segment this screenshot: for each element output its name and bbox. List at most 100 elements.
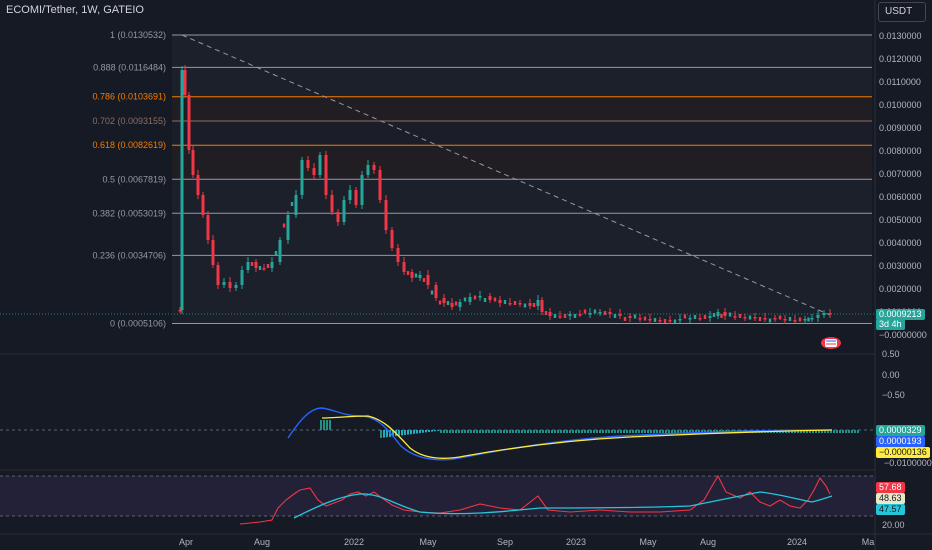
macd-histogram-bar	[671, 430, 673, 433]
macd-histogram-bar	[641, 430, 643, 433]
candle-body	[678, 319, 682, 321]
candle-body	[763, 318, 767, 320]
fibonacci-retracement: 1 (0.0130532) 0.888 (0.0116484) 0.786 (0.0…	[92, 30, 872, 329]
macd-histogram-bar	[686, 430, 688, 433]
candle-body	[723, 312, 727, 316]
macd-histogram-bar	[647, 430, 649, 433]
candle-body	[336, 212, 340, 222]
candle-body	[523, 303, 527, 308]
macd-histogram-bar	[431, 430, 433, 432]
candle-body	[446, 301, 450, 305]
candle-body	[568, 314, 572, 316]
candle-body	[648, 319, 652, 321]
trend-line[interactable]	[181, 34, 831, 316]
macd-histogram-bar	[569, 430, 571, 433]
macd-histogram-bar	[590, 430, 592, 433]
time-tick-label: Aug	[254, 537, 270, 547]
candle-body	[603, 311, 607, 315]
candle-body	[623, 317, 627, 321]
candle-body	[788, 317, 792, 321]
candle-body	[438, 300, 442, 305]
macd-histogram-bar	[428, 430, 430, 432]
macd-histogram-bar	[830, 430, 832, 433]
candle-body	[693, 315, 697, 319]
candle-body	[290, 202, 294, 206]
candle-body	[274, 251, 278, 255]
candle-body	[536, 300, 540, 306]
macd-histogram-bar	[572, 430, 574, 433]
candle-body	[712, 313, 716, 317]
macd-histogram-bar	[500, 430, 502, 433]
price-tick-label: 0.0090000	[879, 123, 922, 133]
candle-body	[613, 314, 617, 318]
signal-line	[321, 415, 833, 460]
macd-histogram-bar	[482, 430, 484, 433]
fib-level-label: 0.382 (0.0053019)	[92, 208, 166, 218]
candle-body	[807, 317, 810, 322]
macd-histogram-bar	[527, 430, 529, 433]
macd-histogram-bar	[575, 430, 577, 433]
macd-histogram-bar	[806, 430, 808, 433]
candle-body	[528, 303, 532, 306]
macd-histogram-bar	[524, 430, 526, 433]
macd-histogram-bar	[398, 430, 400, 436]
macd-histogram-bar	[458, 430, 460, 433]
macd-histogram-bar	[401, 430, 403, 436]
macd-histogram-bar	[464, 430, 466, 433]
price-tick-label: 0.0110000	[879, 77, 921, 87]
macd-histogram-bar	[629, 430, 631, 433]
macd-histogram-bar	[617, 430, 619, 433]
candle-body	[810, 318, 814, 320]
rsi-bb-value-tag: 47.57	[876, 504, 905, 515]
time-axis: Apr Aug 2022 May Sep 2023 May Aug 2024 Ma	[179, 537, 874, 547]
macd-histogram-bar	[554, 430, 556, 433]
candle-body	[720, 314, 723, 318]
candle-body	[738, 314, 742, 318]
macd-histogram-bar	[530, 430, 532, 433]
candle-body	[318, 155, 322, 175]
macd-histogram-bar	[599, 430, 601, 433]
candle-body	[240, 270, 244, 285]
candle-body	[222, 282, 226, 285]
candle-body	[254, 262, 258, 268]
fib-level-label: 0.702 (0.0093155)	[92, 116, 166, 126]
macd-histogram-bar	[644, 430, 646, 433]
macd-histogram-bar	[689, 430, 691, 433]
candle-body	[468, 297, 472, 302]
macd-hist-value-tag: 0.0000329	[876, 425, 925, 436]
candle-body	[414, 273, 418, 278]
currency-selector[interactable]: USDT	[878, 2, 926, 22]
candle-body	[643, 316, 647, 321]
price-tick-label: 0.0040000	[879, 238, 922, 248]
macd-histogram-bar	[449, 430, 451, 433]
candle-body	[688, 318, 692, 320]
candle-body	[402, 262, 406, 272]
candle-body	[673, 319, 677, 324]
symbol-title[interactable]: ECOMI/Tether, 1W, GATEIO	[6, 4, 144, 16]
fib-level-label: 0.888 (0.0116484)	[93, 62, 166, 72]
candle-body	[216, 265, 220, 285]
time-tick-label: Aug	[700, 537, 716, 547]
candle-body	[180, 70, 184, 310]
candle-body	[698, 318, 702, 320]
candle-body	[418, 275, 422, 278]
macd-histogram-bar	[692, 430, 694, 433]
macd-histogram-bar	[497, 430, 499, 433]
macd-histogram-bar	[596, 430, 598, 433]
candle-body	[378, 170, 382, 200]
candle-body	[608, 312, 612, 314]
time-tick-label: May	[419, 537, 437, 547]
candle-body	[708, 316, 712, 318]
candle-body	[783, 319, 787, 321]
flag-icon[interactable]	[821, 337, 841, 349]
macd-histogram-bar	[494, 430, 496, 433]
candle-body	[250, 262, 254, 266]
macd-histogram-bar	[557, 430, 559, 433]
candle-body	[513, 301, 517, 305]
macd-histogram-bar	[410, 430, 412, 435]
candle-body	[354, 190, 358, 205]
macd-histogram-bar	[674, 430, 676, 433]
candle-body	[463, 297, 467, 302]
macd-histogram-bar	[425, 430, 427, 433]
